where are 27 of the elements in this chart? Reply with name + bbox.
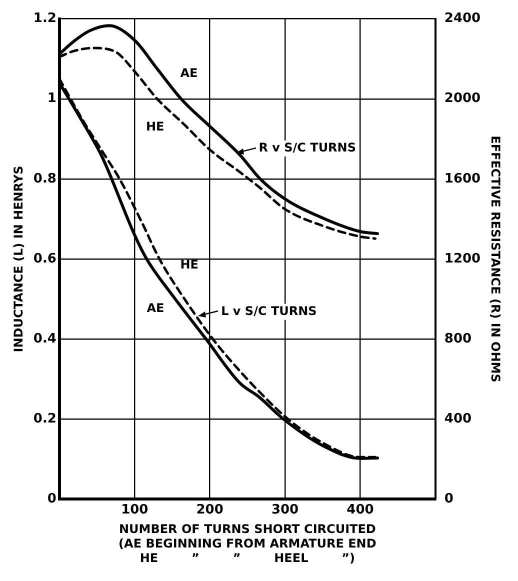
- y2-tick-label: 2400: [444, 11, 481, 26]
- y2-axis-title: EFFECTIVE RESISTANCE (R) IN OHMS: [488, 136, 503, 382]
- y2-tick-label: 800: [444, 331, 472, 346]
- x-axis-title: NUMBER OF TURNS SHORT CIRCUITED (AE BEGINNING FROM ARMATURE END HE ” ” HEEL ”): [118, 522, 376, 565]
- x-tick-label: 200: [196, 502, 224, 518]
- y-tick-label: 1.2: [33, 11, 56, 26]
- x-tick-label: 300: [271, 502, 299, 518]
- y-tick-label: 0: [47, 492, 56, 507]
- y-tick-label: 0.4: [33, 331, 56, 346]
- y-tick-label: 0.2: [33, 412, 56, 427]
- series-label: HE: [146, 119, 164, 134]
- series-label: HE: [180, 257, 198, 272]
- y2-tick-label: 1600: [444, 171, 481, 186]
- series-label: AE: [180, 66, 198, 80]
- annotation: L v S/C TURNS: [221, 304, 317, 318]
- x-tick-label: 100: [121, 502, 148, 518]
- y2-tick-label: 1200: [444, 251, 481, 266]
- y-tick-label: 0.8: [33, 171, 56, 186]
- annotation: R v S/C TURNS: [258, 140, 356, 155]
- y-tick-label: 0.6: [33, 251, 56, 266]
- y-tick-label: 1: [47, 91, 56, 106]
- x-tick-label: 400: [346, 502, 374, 518]
- y2-tick-label: 2000: [444, 91, 481, 106]
- y2-tick-label: 0: [444, 492, 454, 507]
- series-label: AE: [146, 301, 164, 316]
- y-axis-title: INDUCTANCE (L) IN HENRYS: [11, 166, 26, 352]
- y2-tick-label: 400: [444, 412, 472, 427]
